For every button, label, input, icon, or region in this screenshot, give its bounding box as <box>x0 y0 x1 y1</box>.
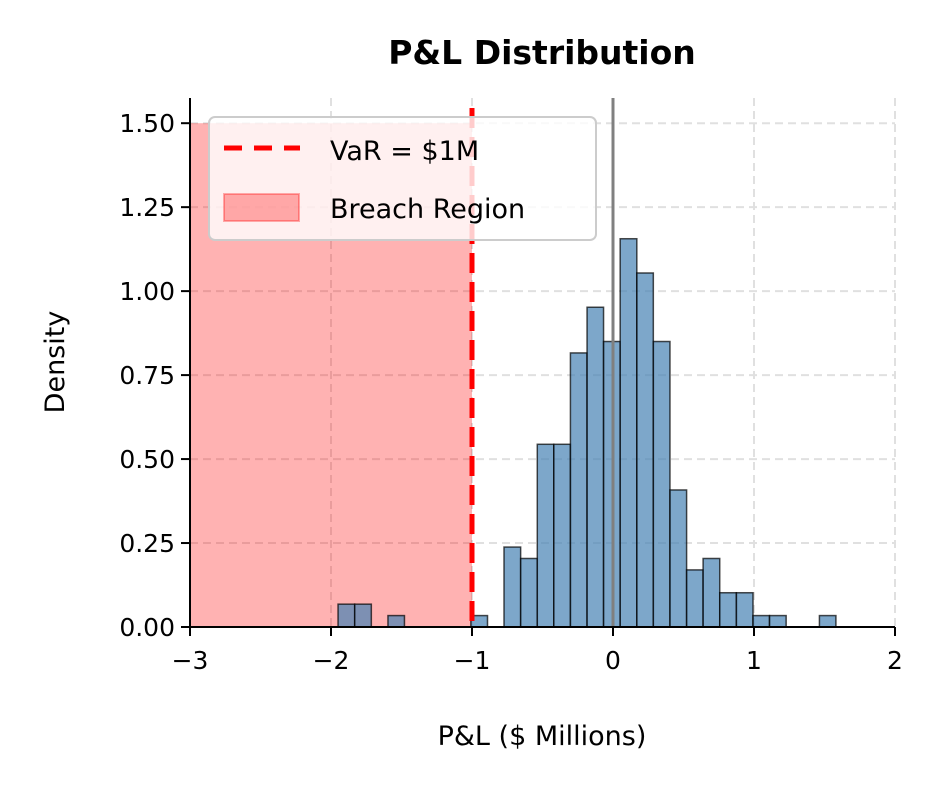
x-tick-label: −1 <box>454 646 491 675</box>
histogram-bar <box>569 352 588 628</box>
histogram-bar <box>752 614 771 628</box>
histogram-bar <box>702 557 721 628</box>
y-tick-label: 0.00 <box>119 613 175 642</box>
histogram-bar <box>387 614 406 628</box>
histogram-bar <box>718 591 738 628</box>
y-tick-label: 1.00 <box>119 277 175 306</box>
histogram-bar <box>669 489 688 628</box>
x-tick-label: 0 <box>605 646 621 675</box>
legend-frame <box>208 116 597 241</box>
histogram-bars <box>337 237 837 628</box>
y-tick-label: 0.25 <box>119 529 175 558</box>
axes: −3 −2 −1 0 1 2 0.00 0.25 0.50 0.75 1.00 1.25 1.50 <box>119 98 903 675</box>
reference-lines <box>469 98 615 627</box>
histogram-bar <box>652 340 671 628</box>
y-tick-label: 1.50 <box>119 109 175 138</box>
histogram-bar <box>735 591 754 628</box>
legend-breach-label: Breach Region <box>330 194 525 225</box>
histogram-bar <box>685 569 704 628</box>
histogram-bar <box>337 603 356 628</box>
y-tick-label: 1.25 <box>119 193 175 222</box>
histogram-bar <box>353 603 373 628</box>
legend: VaR = $1M Breach Region <box>208 116 597 241</box>
histogram-bar <box>553 443 572 628</box>
histogram-bar <box>586 306 605 628</box>
y-axis-label: Density <box>40 311 71 414</box>
x-tick-label: 2 <box>887 646 903 675</box>
legend-var-label: VaR = $1M <box>330 136 479 167</box>
histogram-bar <box>519 557 539 628</box>
histogram-bar <box>768 614 787 628</box>
x-tick-label: −2 <box>313 646 350 675</box>
legend-breach-swatch <box>223 193 300 222</box>
histogram-bar <box>636 272 655 628</box>
y-tick-label: 0.50 <box>119 445 175 474</box>
x-tick-label: 1 <box>746 646 762 675</box>
chart-title: P&L Distribution <box>388 33 696 72</box>
y-tick-label: 0.75 <box>119 361 175 390</box>
histogram-bar <box>619 237 638 628</box>
x-tick-label: −3 <box>172 646 209 675</box>
x-axis-label: P&L ($ Millions) <box>438 721 647 752</box>
histogram-bar <box>536 443 555 628</box>
histogram-bar <box>503 546 522 628</box>
histogram-bar <box>818 614 837 628</box>
